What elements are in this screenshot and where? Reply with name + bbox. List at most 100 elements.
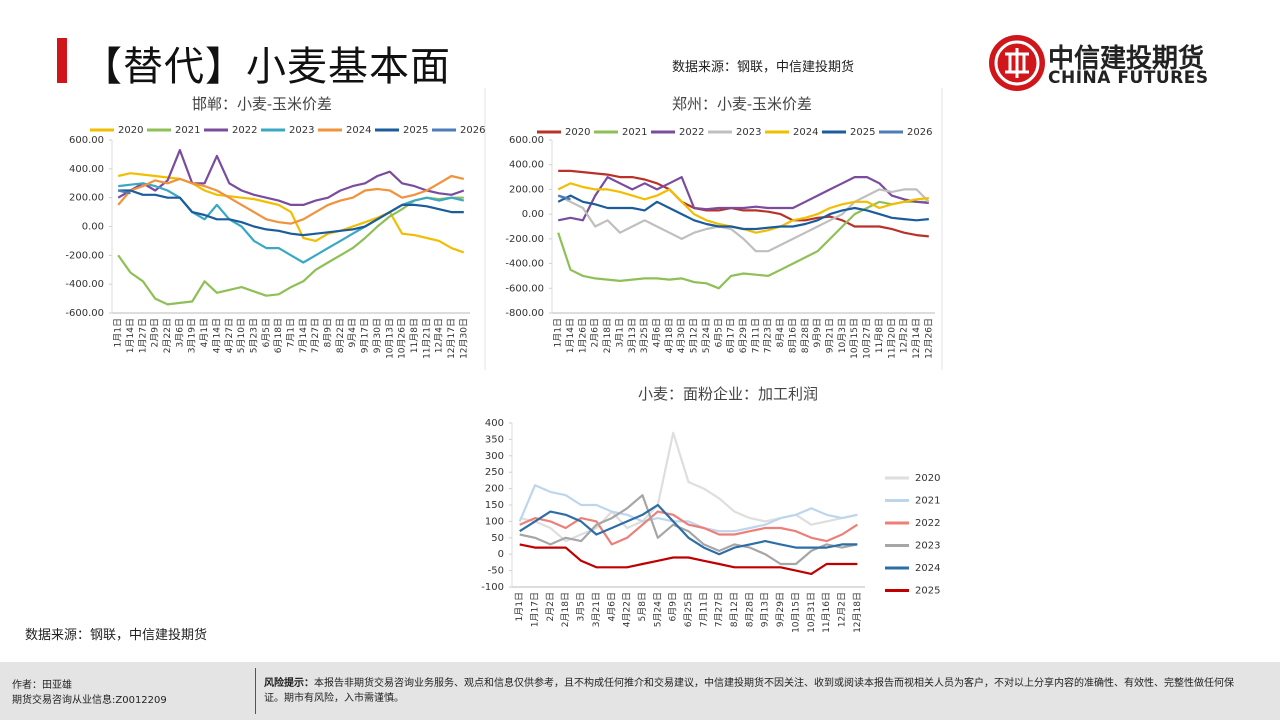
x-tick-label: 4月30日 xyxy=(676,318,687,353)
y-tick-label: -100 xyxy=(481,582,504,593)
x-tick-label: 5月10日 xyxy=(236,318,247,353)
x-tick-label: 6月29日 xyxy=(738,318,749,353)
x-tick-label: 2月22日 xyxy=(162,318,173,353)
x-tick-label: 9月13日 xyxy=(760,592,771,627)
x-tick-label: 12月14日 xyxy=(911,318,922,359)
x-tick-label: 7月1日 xyxy=(286,318,297,347)
x-tick-label: 7月23日 xyxy=(763,318,774,353)
series-line xyxy=(519,503,858,556)
y-tick-label: -200.00 xyxy=(505,234,544,245)
x-tick-label: 8月12日 xyxy=(729,592,740,627)
x-tick-label: 3月21日 xyxy=(591,592,602,627)
legend-label: 2025 xyxy=(403,125,428,136)
x-tick-label: 2月18日 xyxy=(602,318,613,353)
x-tick-label: 6月5日 xyxy=(713,318,724,347)
series-line xyxy=(519,494,858,566)
y-tick-label: -200.00 xyxy=(65,250,104,261)
x-tick-label: 10月15日 xyxy=(849,318,860,359)
series-line xyxy=(558,169,929,238)
x-tick-label: 2月2日 xyxy=(545,592,556,621)
logo-english: CHINA FUTURES xyxy=(1048,68,1209,88)
x-tick-label: 3月19日 xyxy=(187,318,198,353)
y-tick-label: -50 xyxy=(488,566,504,577)
series-line xyxy=(557,194,929,231)
x-tick-label: 3月13日 xyxy=(627,318,638,353)
series-line xyxy=(519,543,858,575)
x-tick-label: 6月17日 xyxy=(726,318,737,353)
legend-label: 2023 xyxy=(915,541,940,552)
x-tick-label: 7月27日 xyxy=(310,318,321,353)
y-tick-label: 350 xyxy=(485,434,504,445)
x-tick-label: 2月9日 xyxy=(150,318,161,347)
legend-label: 2023 xyxy=(736,127,761,138)
series-line xyxy=(519,510,858,546)
x-tick-label: 12月2日 xyxy=(836,592,847,627)
legend-label: 2022 xyxy=(915,518,940,529)
x-tick-label: 8月16日 xyxy=(787,318,798,353)
x-tick-label: 3月6日 xyxy=(174,318,185,347)
y-tick-label: -600.00 xyxy=(505,283,544,294)
y-tick-label: 50 xyxy=(491,533,504,544)
risk-label: 风险提示： xyxy=(264,678,314,689)
series-line xyxy=(557,194,571,201)
x-tick-label: 4月6日 xyxy=(652,318,663,347)
x-tick-label: 10月3日 xyxy=(837,318,848,353)
legend-label: 2020 xyxy=(565,127,590,138)
legend-label: 2024 xyxy=(915,563,940,574)
x-tick-label: 4月14日 xyxy=(211,318,222,353)
x-tick-label: 1月27日 xyxy=(137,318,148,353)
x-tick-label: 10月13日 xyxy=(384,318,395,359)
x-tick-label: 11月16日 xyxy=(821,592,832,633)
x-tick-label: 5月24日 xyxy=(701,318,712,353)
y-tick-label: -400.00 xyxy=(65,279,104,290)
x-tick-label: 10月31日 xyxy=(806,592,817,633)
source-note: 数据来源：钢联，中信建投期货 xyxy=(672,60,855,75)
series-line xyxy=(518,484,858,533)
x-tick-label: 7月14日 xyxy=(298,318,309,353)
chart-title: 郑州：小麦-玉米价差 xyxy=(672,95,812,113)
legend-label: 2024 xyxy=(346,125,371,136)
x-tick-label: 1月17日 xyxy=(530,592,541,627)
x-tick-label: 9月29日 xyxy=(775,592,786,627)
footer-divider xyxy=(255,668,256,714)
legend-label: 2023 xyxy=(289,125,314,136)
x-tick-label: 6月25日 xyxy=(683,592,694,627)
y-tick-label: 400.00 xyxy=(509,160,544,171)
y-tick-label: 0 xyxy=(498,549,504,560)
x-tick-label: 2月6日 xyxy=(590,318,601,347)
title-accent xyxy=(57,38,67,83)
series-line xyxy=(519,431,858,543)
x-tick-label: 6月9日 xyxy=(668,592,679,621)
x-tick-label: 7月11日 xyxy=(750,318,761,353)
series-line xyxy=(118,189,464,237)
x-tick-label: 6月18日 xyxy=(273,318,284,353)
risk-notice: 风险提示：本报告非期货交易咨询业务服务、观点和信息仅供参考，且不构成任何推介和交… xyxy=(264,676,1244,706)
x-tick-label: 5月8日 xyxy=(637,592,648,621)
author: 作者：田亚雄 xyxy=(12,680,72,691)
y-tick-label: -400.00 xyxy=(505,259,544,270)
series-line xyxy=(557,200,929,290)
series-line xyxy=(118,182,465,264)
x-tick-label: 9月9日 xyxy=(812,318,823,347)
x-tick-label: 3月1日 xyxy=(614,318,625,347)
x-tick-label: 1月14日 xyxy=(125,318,136,353)
x-tick-label: 4月6日 xyxy=(606,592,617,621)
y-tick-label: 200.00 xyxy=(509,184,544,195)
series-line xyxy=(117,196,464,306)
x-tick-label: 11月20日 xyxy=(886,318,897,359)
x-tick-label: 12月2日 xyxy=(899,318,910,353)
x-tick-label: 12月17日 xyxy=(446,318,457,359)
series-line xyxy=(117,174,465,225)
x-tick-label: 9月4日 xyxy=(347,318,358,347)
y-tick-label: 0.00 xyxy=(82,222,104,233)
legend-label: 2022 xyxy=(232,125,257,136)
page-title: 【替代】小麦基本面 xyxy=(82,44,451,90)
legend-label: 2025 xyxy=(850,127,875,138)
y-tick-label: 250 xyxy=(485,467,504,478)
footer xyxy=(0,662,1280,720)
series-line xyxy=(557,188,930,253)
legend-label: 2021 xyxy=(175,125,200,136)
legend-label: 2021 xyxy=(622,127,647,138)
source-note: 数据来源：钢联，中信建投期货 xyxy=(25,628,208,643)
license: 期货交易咨询从业信息:Z0012209 xyxy=(12,695,167,706)
